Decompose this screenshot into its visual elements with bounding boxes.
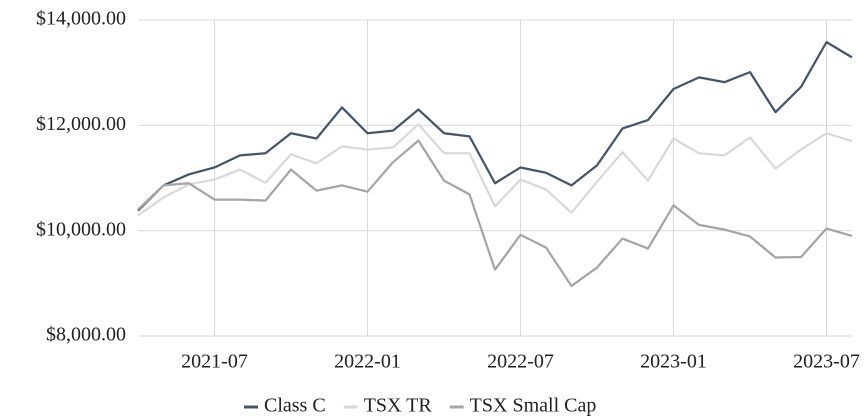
series-line	[137, 40, 853, 212]
y-tick-label: $14,000.00	[36, 8, 126, 30]
series-line	[137, 123, 853, 217]
y-tick-label: $10,000.00	[36, 218, 126, 240]
x-tick-label: 2023-01	[640, 351, 707, 373]
y-tick-label: $8,000.00	[46, 324, 126, 346]
series-line	[137, 139, 853, 288]
x-tick-label: 2022-07	[487, 351, 554, 373]
legend-label: TSX TR	[364, 395, 433, 417]
legend-label: Class C	[264, 395, 326, 417]
x-tick-label: 2021-07	[181, 351, 248, 373]
legend-label: TSX Small Cap	[470, 395, 597, 417]
x-tick-label: 2023-07	[793, 351, 860, 373]
y-tick-label: $12,000.00	[36, 113, 126, 135]
x-tick-label: 2022-01	[334, 351, 401, 373]
